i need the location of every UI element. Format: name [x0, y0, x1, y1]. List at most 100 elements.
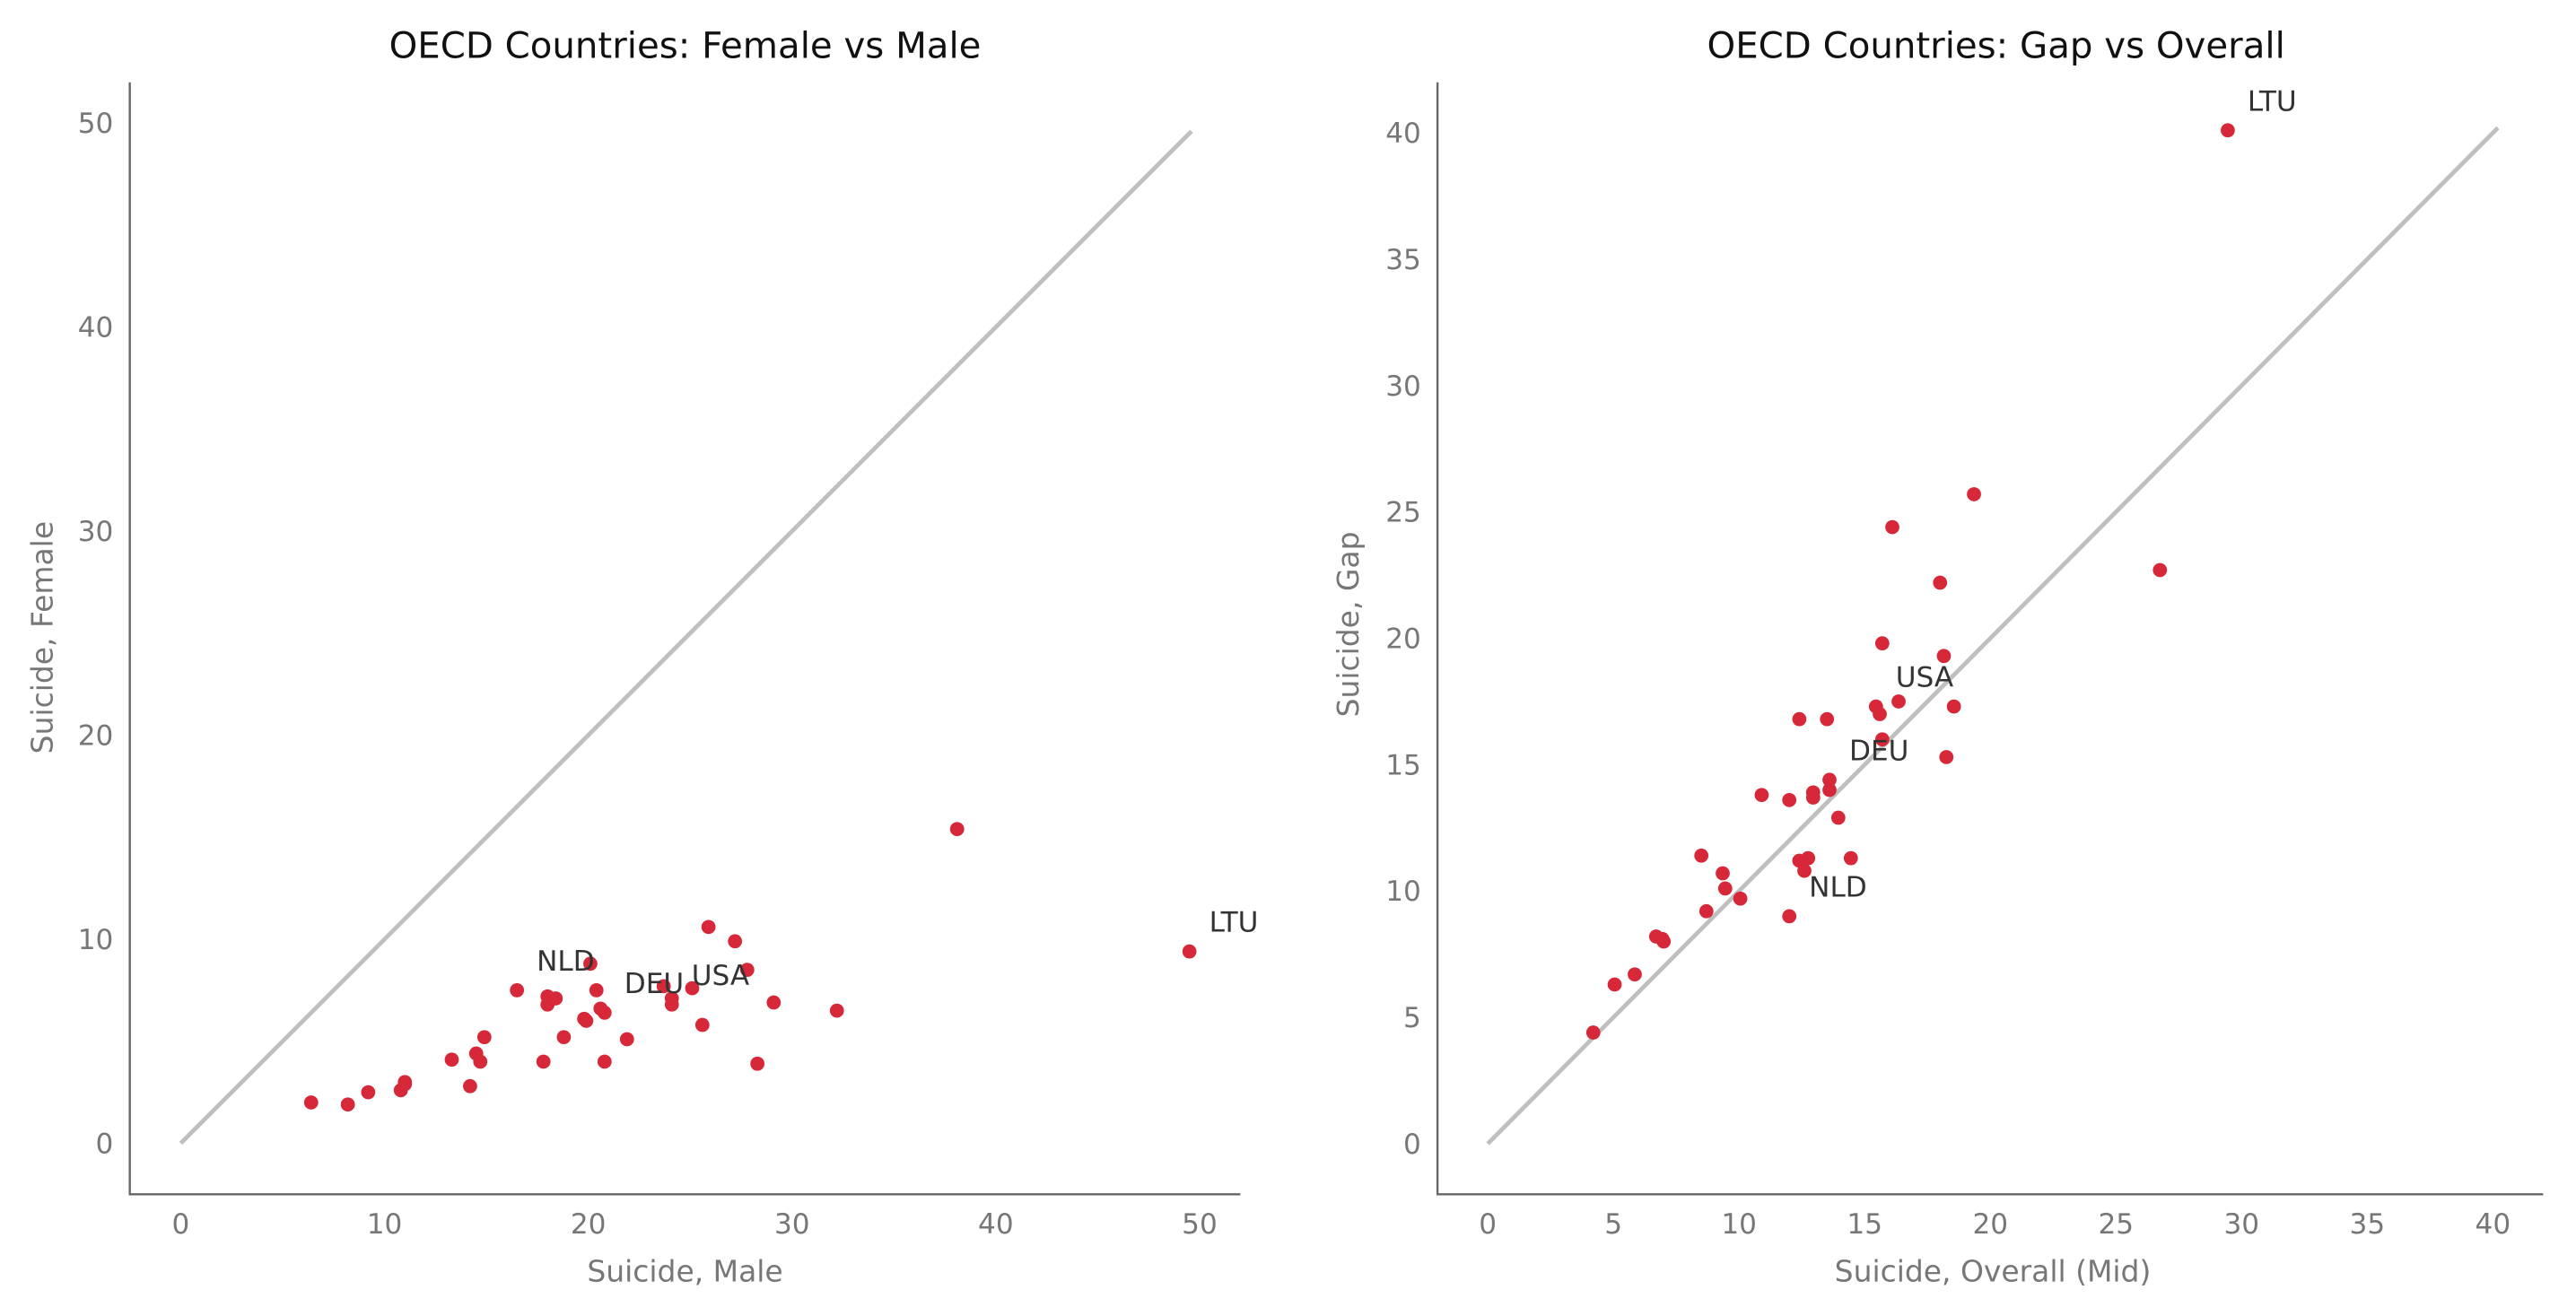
chart-female-vs-male: OECD Countries: Female vs Male Suicide, …	[25, 25, 1259, 1288]
data-point	[1822, 772, 1837, 788]
y-tick-label: 0	[1403, 1129, 1421, 1161]
data-point	[1717, 881, 1733, 896]
data-point	[589, 983, 604, 998]
x-tick-label: 10	[1721, 1208, 1757, 1241]
point-annotation: DEU	[1849, 735, 1908, 767]
data-point	[579, 1014, 594, 1028]
y-tick-label: 25	[1385, 497, 1421, 529]
data-point	[656, 979, 671, 994]
data-point	[619, 1032, 634, 1047]
y-tick-label: 50	[78, 108, 114, 140]
data-point	[556, 1030, 572, 1045]
data-point	[548, 991, 563, 1006]
data-point	[739, 963, 755, 978]
x-tick-label: 40	[2476, 1208, 2511, 1241]
data-point	[473, 1054, 488, 1069]
data-point	[2152, 562, 2168, 578]
data-point	[1936, 649, 1952, 664]
reference-line	[1486, 126, 2500, 1146]
reference-line	[179, 129, 1193, 1146]
data-point	[1585, 1025, 1601, 1040]
x-tick-label: 25	[2098, 1208, 2134, 1241]
data-point	[583, 956, 598, 972]
chart-title: OECD Countries: Gap vs Overall	[1707, 25, 2285, 66]
x-tick-label: 10	[367, 1208, 403, 1241]
data-point	[340, 1097, 355, 1112]
data-point	[728, 934, 743, 949]
data-point	[597, 1006, 612, 1020]
y-tick-label: 40	[78, 312, 114, 344]
axes	[1436, 82, 2544, 1196]
y-axis-label: Suicide, Female	[25, 521, 60, 754]
data-point	[829, 1003, 844, 1018]
y-tick-label: 40	[1385, 118, 1421, 150]
data-point	[1733, 891, 1748, 906]
data-point	[949, 822, 965, 837]
y-tick-label: 30	[78, 516, 114, 548]
data-point	[1820, 711, 1835, 727]
data-point	[766, 995, 782, 1010]
point-annotation: NLD	[537, 946, 595, 978]
data-point	[664, 997, 679, 1012]
data-point	[1891, 694, 1906, 709]
data-point	[1805, 785, 1821, 800]
data-point	[685, 980, 700, 996]
point-annotation: USA	[692, 960, 750, 992]
data-point	[701, 919, 716, 935]
x-tick-label: 20	[1972, 1208, 2008, 1241]
y-tick-label: 15	[1385, 749, 1421, 781]
data-point	[510, 983, 525, 998]
data-point	[1967, 487, 1981, 501]
point-annotation: LTU	[1209, 907, 1259, 939]
data-point	[1830, 810, 1846, 825]
data-point	[1694, 848, 1709, 863]
data-point	[1868, 699, 1883, 714]
y-tick-label: 10	[1385, 876, 1421, 908]
point-annotation: NLD	[1809, 871, 1867, 903]
point-annotation: LTU	[2248, 85, 2297, 118]
x-tick-label: 40	[978, 1208, 1014, 1241]
data-point	[1656, 934, 1672, 949]
chart-title: OECD Countries: Female vs Male	[389, 25, 982, 66]
data-point	[1698, 903, 1714, 919]
data-point	[1716, 866, 1730, 881]
data-point	[1874, 636, 1890, 651]
x-tick-label: 30	[2224, 1208, 2260, 1241]
data-point	[1843, 850, 1858, 866]
data-point	[1939, 750, 1954, 764]
data-point	[1801, 850, 1816, 866]
data-point	[1946, 699, 1961, 714]
data-point	[750, 1056, 765, 1071]
x-tick-label: 5	[1604, 1208, 1622, 1241]
data-point	[361, 1085, 376, 1100]
data-point	[1782, 792, 1797, 807]
point-annotation: USA	[1896, 662, 1954, 694]
x-axis-label: Suicide, Male	[587, 1253, 782, 1288]
data-point	[694, 1017, 710, 1033]
data-point	[1607, 977, 1622, 992]
x-tick-label: 0	[172, 1208, 190, 1241]
data-point	[1628, 967, 1642, 982]
y-tick-label: 5	[1403, 1002, 1421, 1034]
axes	[128, 82, 1241, 1196]
y-tick-label: 10	[78, 924, 114, 956]
data-point	[2221, 123, 2235, 138]
x-tick-label: 0	[1479, 1208, 1497, 1241]
data-point	[463, 1078, 477, 1094]
data-point	[1754, 788, 1769, 803]
data-point	[597, 1054, 612, 1069]
y-axis-label: Suicide, Gap	[1331, 532, 1366, 718]
data-point	[397, 1075, 413, 1090]
y-tick-label: 30	[1385, 370, 1421, 403]
data-point	[1797, 863, 1812, 878]
data-point	[1885, 519, 1899, 535]
y-tick-label: 20	[78, 720, 114, 753]
data-point	[1792, 711, 1807, 727]
data-point	[1182, 944, 1197, 959]
data-point	[444, 1052, 459, 1068]
data-point	[536, 1054, 551, 1069]
x-tick-label: 15	[1847, 1208, 1882, 1241]
x-tick-label: 50	[1182, 1208, 1218, 1241]
x-axis-label: Suicide, Overall (Mid)	[1835, 1253, 2152, 1288]
